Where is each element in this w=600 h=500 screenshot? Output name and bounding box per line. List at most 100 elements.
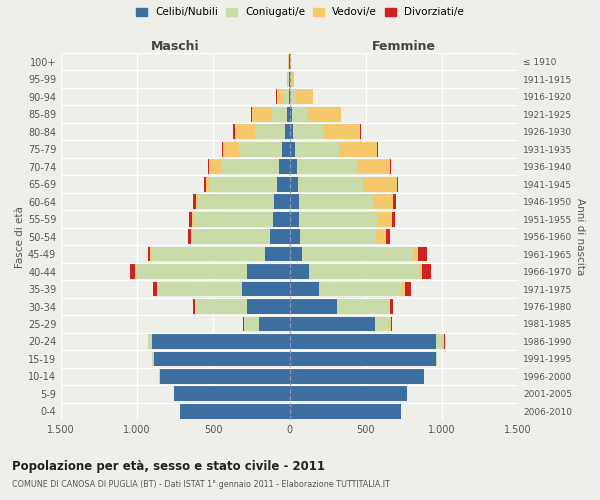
Bar xyxy=(390,299,393,314)
Bar xyxy=(290,159,297,174)
Bar xyxy=(297,159,356,174)
Bar xyxy=(375,316,390,332)
Bar xyxy=(290,107,292,122)
Bar xyxy=(243,316,244,332)
Bar xyxy=(339,142,377,156)
Bar xyxy=(376,229,386,244)
Bar xyxy=(290,194,299,209)
Bar xyxy=(223,142,239,156)
Bar xyxy=(148,246,150,262)
Bar xyxy=(159,369,160,384)
Bar xyxy=(364,176,397,192)
Bar xyxy=(295,142,339,156)
Bar xyxy=(247,264,290,279)
Bar xyxy=(391,316,392,332)
Bar xyxy=(290,142,295,156)
Bar xyxy=(277,90,284,104)
Bar xyxy=(208,159,209,174)
Bar xyxy=(135,264,136,279)
Bar xyxy=(290,316,375,332)
Bar xyxy=(191,229,192,244)
Legend: Celibi/Nubili, Coniugati/e, Vedovi/e, Divorziati/e: Celibi/Nubili, Coniugati/e, Vedovi/e, Di… xyxy=(134,5,466,20)
Bar xyxy=(436,334,443,349)
Bar xyxy=(443,334,444,349)
Bar xyxy=(233,124,235,139)
Bar xyxy=(235,124,254,139)
Bar xyxy=(290,352,436,366)
Bar xyxy=(289,90,290,104)
Bar xyxy=(174,386,290,402)
Bar xyxy=(136,264,247,279)
Bar xyxy=(287,72,289,86)
Bar xyxy=(287,107,290,122)
Bar xyxy=(299,194,373,209)
Bar xyxy=(324,124,361,139)
Text: COMUNE DI CANOSA DI PUGLIA (BT) - Dati ISTAT 1° gennaio 2011 - Elaborazione TUTT: COMUNE DI CANOSA DI PUGLIA (BT) - Dati I… xyxy=(12,480,390,489)
Bar xyxy=(290,124,293,139)
Bar xyxy=(247,299,290,314)
Bar xyxy=(392,212,395,226)
Bar xyxy=(290,54,291,69)
Bar xyxy=(290,299,337,314)
Bar xyxy=(300,229,376,244)
Bar xyxy=(192,229,270,244)
Bar xyxy=(209,159,221,174)
Bar xyxy=(273,212,290,226)
Bar xyxy=(290,72,291,86)
Bar xyxy=(390,159,391,174)
Bar xyxy=(242,282,290,296)
Bar xyxy=(192,212,194,226)
Bar xyxy=(282,142,290,156)
Bar xyxy=(413,246,418,262)
Bar xyxy=(277,176,290,192)
Bar xyxy=(292,107,307,122)
Text: Femmine: Femmine xyxy=(372,40,436,53)
Bar xyxy=(390,316,391,332)
Bar xyxy=(206,176,211,192)
Bar xyxy=(404,282,410,296)
Bar xyxy=(284,90,289,104)
Bar xyxy=(150,246,151,262)
Bar xyxy=(290,246,302,262)
Bar xyxy=(337,299,389,314)
Bar xyxy=(389,299,390,314)
Bar xyxy=(160,369,290,384)
Bar xyxy=(302,246,413,262)
Bar xyxy=(189,212,192,226)
Bar xyxy=(290,334,436,349)
Bar xyxy=(319,282,403,296)
Bar xyxy=(393,194,396,209)
Bar xyxy=(154,282,157,296)
Bar xyxy=(418,246,427,262)
Bar xyxy=(397,176,398,192)
Bar xyxy=(419,264,422,279)
Bar xyxy=(211,176,277,192)
Bar xyxy=(290,369,424,384)
Bar xyxy=(279,159,290,174)
Bar xyxy=(154,352,290,366)
Bar xyxy=(290,90,295,104)
Bar xyxy=(270,229,290,244)
Bar xyxy=(291,72,294,86)
Bar xyxy=(386,229,390,244)
Bar xyxy=(221,159,279,174)
Bar xyxy=(290,176,298,192)
Bar xyxy=(298,176,364,192)
Bar xyxy=(377,142,378,156)
Bar xyxy=(204,176,206,192)
Bar xyxy=(130,264,135,279)
Bar xyxy=(196,194,198,209)
Bar xyxy=(151,246,265,262)
Bar xyxy=(377,212,392,226)
Bar xyxy=(290,404,401,419)
Bar xyxy=(285,124,290,139)
Bar xyxy=(290,229,300,244)
Bar xyxy=(180,404,290,419)
Bar xyxy=(259,316,290,332)
Bar xyxy=(310,264,419,279)
Bar xyxy=(244,316,259,332)
Bar xyxy=(148,334,152,349)
Bar xyxy=(356,159,390,174)
Bar xyxy=(198,194,274,209)
Bar xyxy=(299,212,377,226)
